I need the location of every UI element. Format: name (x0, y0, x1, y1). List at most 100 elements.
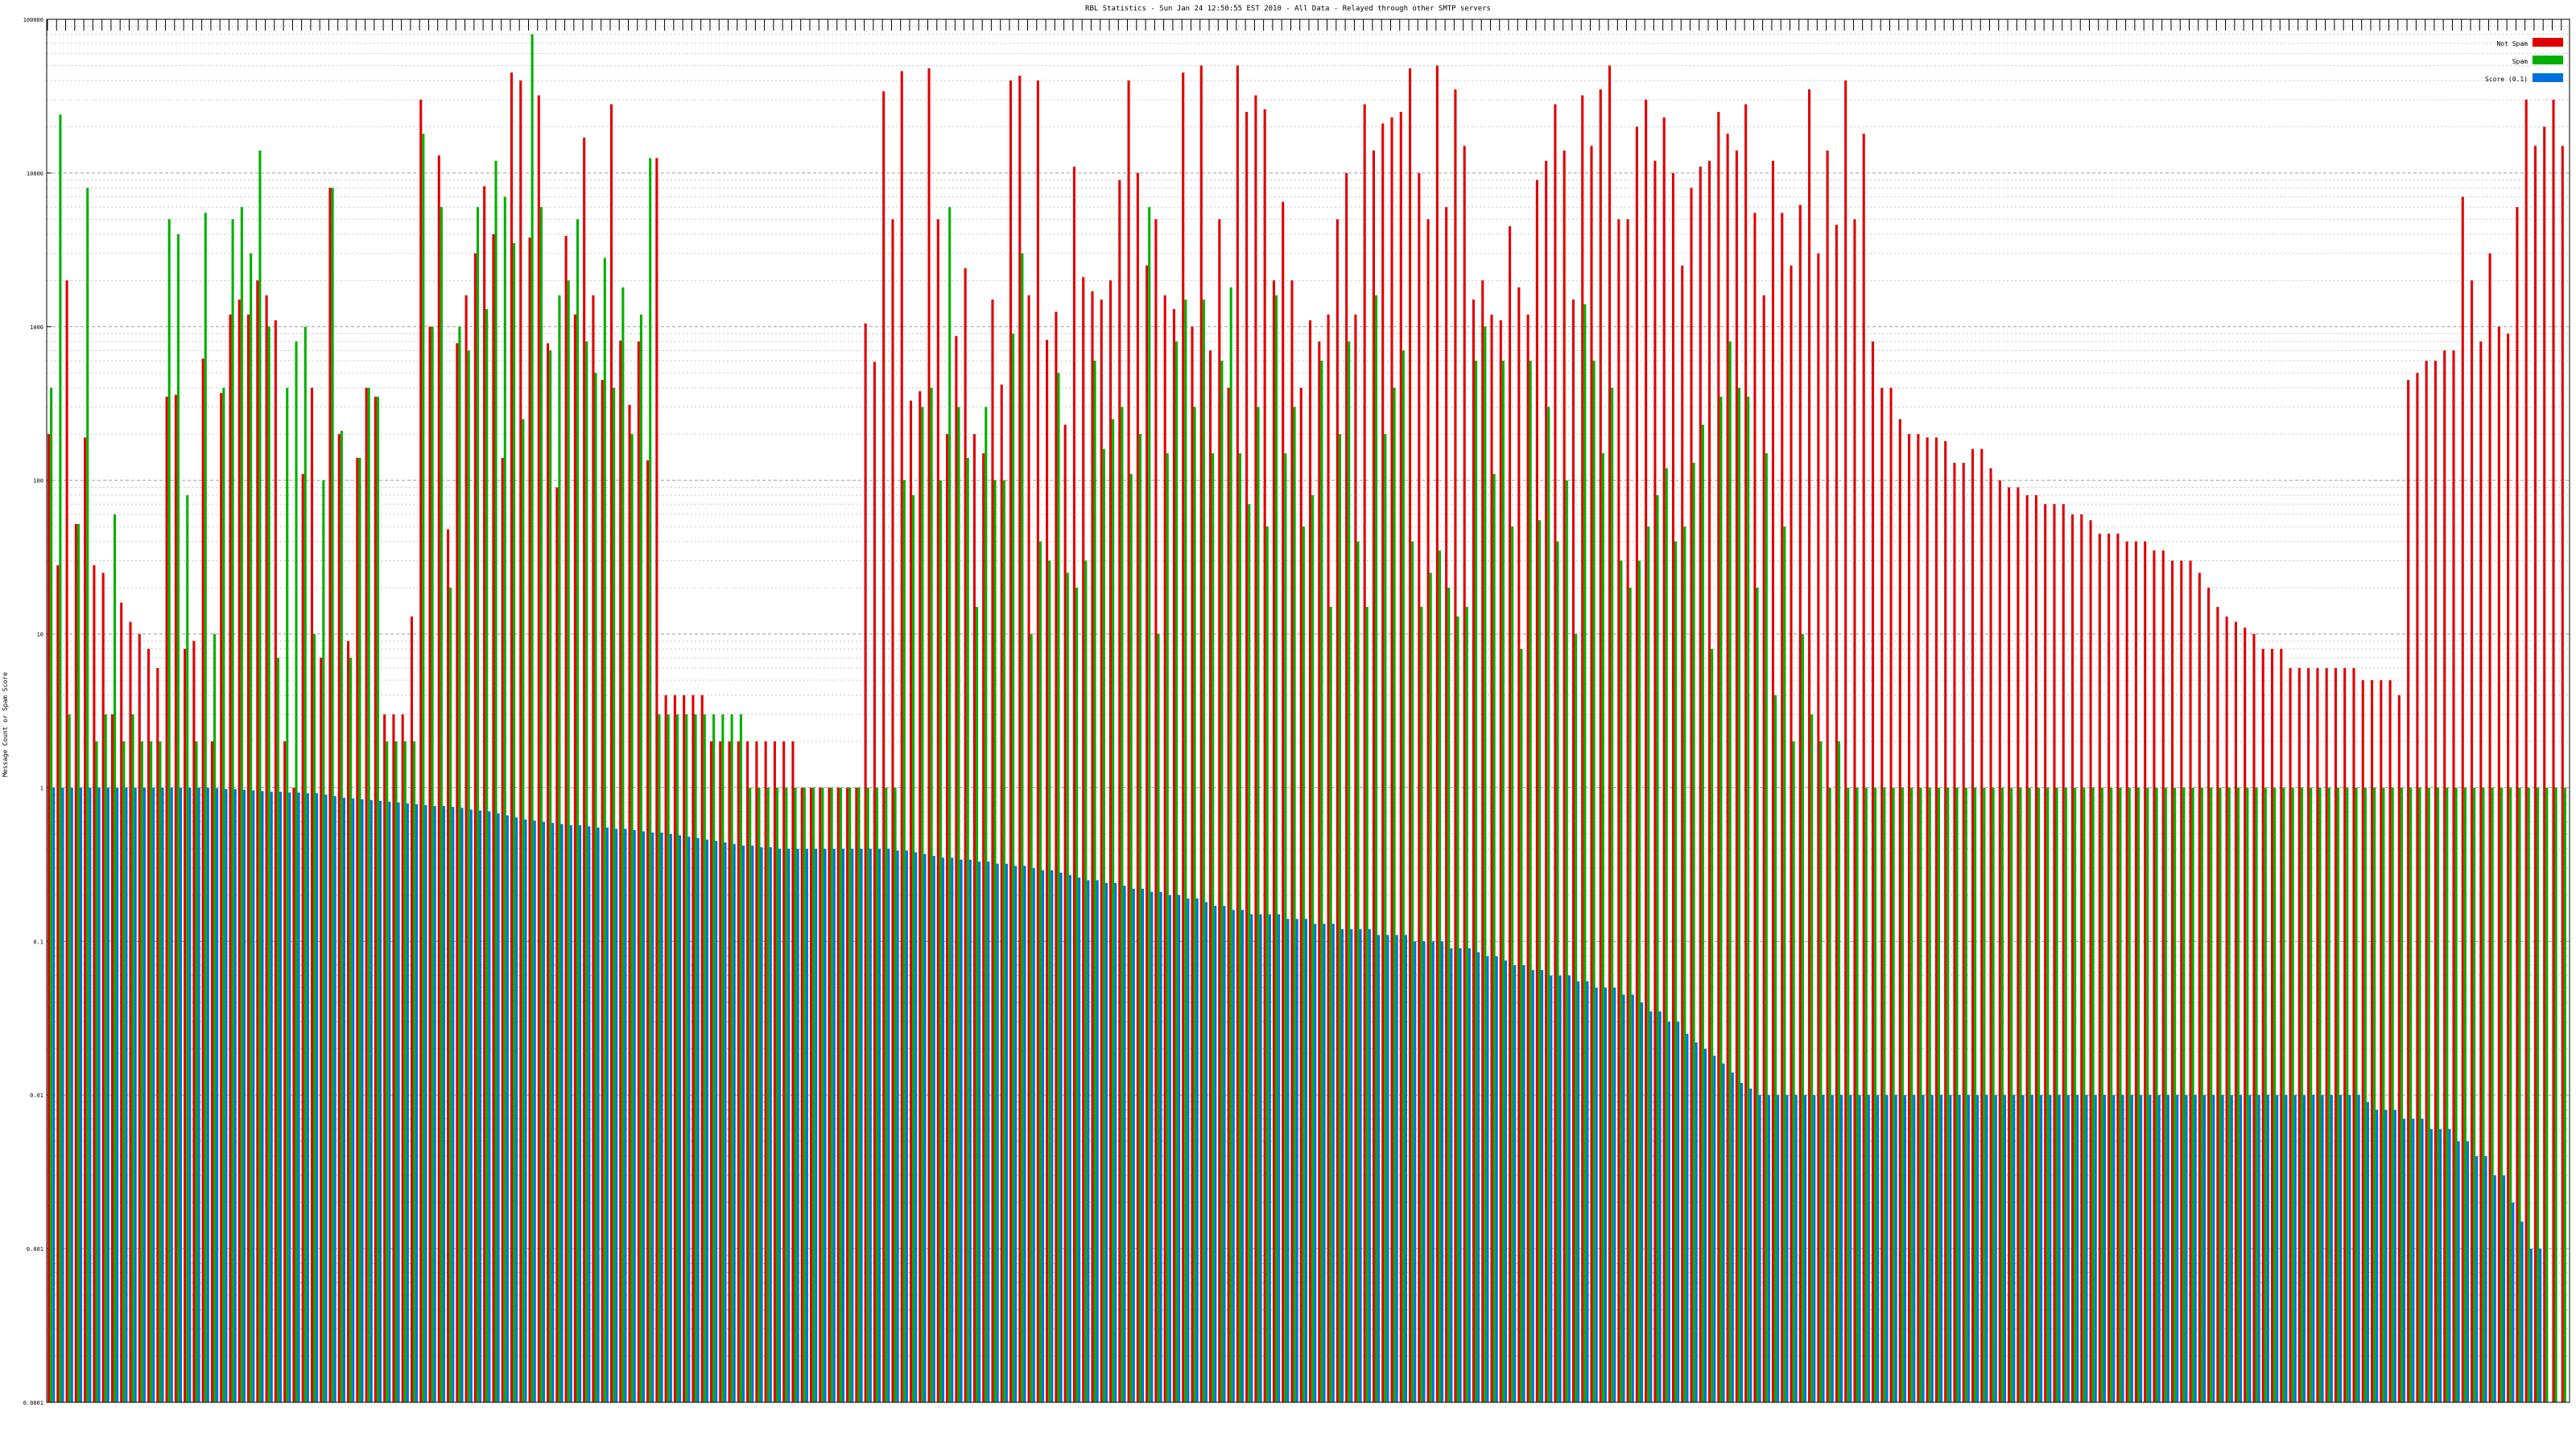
bar (1735, 150, 1738, 1403)
bar (573, 314, 576, 1402)
bar (905, 850, 908, 1402)
bar (1808, 89, 1811, 1402)
bar (709, 741, 713, 1402)
bar (1227, 387, 1230, 1402)
bar (1599, 89, 1602, 1402)
bar (775, 787, 779, 1402)
bar (1184, 299, 1187, 1402)
bar (1492, 473, 1496, 1402)
y-tick-label: 100 (33, 478, 43, 485)
bar (1758, 1095, 1761, 1402)
bar (1386, 935, 1389, 1402)
bar (2107, 533, 2111, 1402)
bar (283, 741, 287, 1402)
bar (1481, 280, 1484, 1402)
bar (1193, 407, 1196, 1403)
bar (1018, 75, 1022, 1403)
bar (724, 842, 727, 1402)
bar (2289, 667, 2292, 1402)
bar (97, 787, 101, 1402)
bar (1365, 606, 1368, 1402)
bar (2216, 606, 2219, 1402)
bar (519, 80, 522, 1403)
bar (2130, 1095, 2133, 1402)
bar (383, 714, 386, 1402)
bar (276, 658, 280, 1402)
bar (2484, 1156, 2487, 1402)
bar (261, 791, 264, 1402)
bar (585, 341, 588, 1402)
bar (1547, 407, 1550, 1403)
bar (1526, 314, 1530, 1402)
bar (824, 848, 827, 1402)
bar (2539, 1249, 2542, 1402)
bar (394, 741, 398, 1402)
bar (1084, 560, 1088, 1402)
bar (760, 847, 763, 1402)
bar (828, 787, 831, 1402)
bar (1728, 341, 1732, 1402)
bar (114, 514, 117, 1402)
bar (2037, 787, 2041, 1402)
bar (955, 336, 958, 1402)
bar (809, 787, 813, 1402)
bar (256, 280, 259, 1402)
bar (1023, 865, 1026, 1402)
bar (655, 158, 658, 1402)
bars-layer (47, 34, 2566, 1403)
bar (2019, 787, 2022, 1402)
bar (1241, 910, 1245, 1402)
bar (2066, 1095, 2070, 1402)
bar (1108, 280, 1113, 1402)
bar (1592, 361, 1596, 1402)
bar (785, 787, 788, 1402)
bar (873, 361, 876, 1402)
bar (564, 235, 568, 1403)
bar (2266, 1095, 2269, 1402)
bar (2119, 787, 2122, 1402)
bar (864, 323, 867, 1403)
bar (2524, 99, 2528, 1402)
bar (588, 826, 591, 1402)
bar (1622, 994, 1625, 1402)
bar (1199, 65, 1203, 1403)
bar (1667, 1022, 1670, 1402)
bar (1402, 350, 1405, 1403)
bar (900, 71, 903, 1402)
bar (1563, 150, 1566, 1403)
bar (1057, 373, 1060, 1402)
bar (1817, 253, 1820, 1403)
bar (59, 114, 62, 1402)
bar (2416, 373, 2419, 1402)
bar (1136, 172, 1139, 1402)
bar (265, 295, 268, 1402)
bar (2174, 787, 2177, 1402)
bar (1075, 588, 1079, 1402)
bar (1218, 219, 1221, 1403)
bar (447, 529, 450, 1402)
bar (1214, 906, 1217, 1402)
bar (1418, 172, 1421, 1402)
bar (2194, 1095, 2197, 1402)
bar (675, 714, 679, 1402)
bar (150, 741, 153, 1402)
bar (138, 634, 141, 1402)
bar (1898, 419, 1901, 1403)
bar (2025, 495, 2029, 1403)
bar (2448, 1129, 2451, 1402)
y-tick-labels: 0.0001 0.001 0.01 0.1 1 10 100 1000 10000 100000 (23, 17, 43, 1406)
bar (1541, 970, 1544, 1402)
bar (1372, 150, 1375, 1403)
bar (2391, 787, 2394, 1402)
bar (2352, 667, 2355, 1402)
bar (2357, 1095, 2360, 1402)
bar (1937, 787, 1941, 1402)
bar (2400, 787, 2403, 1402)
bar (1212, 453, 1215, 1402)
bar (415, 804, 419, 1402)
bar (2080, 514, 2083, 1402)
bar (694, 714, 697, 1402)
bar (1944, 440, 1947, 1403)
bar (912, 495, 915, 1403)
bar (2527, 787, 2530, 1402)
